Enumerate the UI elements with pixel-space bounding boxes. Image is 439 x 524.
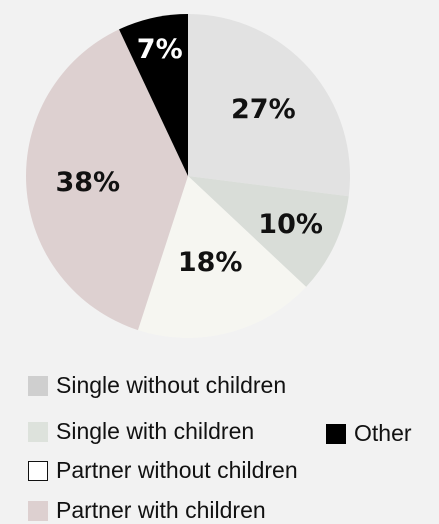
legend-swatch — [326, 423, 346, 444]
pie-slice-single-without-children — [188, 14, 350, 197]
legend-label: Partner without children — [56, 457, 298, 483]
legend-label: Other — [354, 420, 412, 446]
pie-slice-partner-without-children — [137, 176, 307, 338]
pie-slice-other — [119, 14, 188, 176]
legend-label: Single with children — [56, 418, 255, 444]
pie-chart: 27% 10% 18% 38% 7% — [25, 14, 350, 338]
legend-swatch — [28, 500, 48, 521]
legend-item-partner-without-children: Partner without children — [28, 457, 298, 484]
slice-label-other: 7% — [137, 34, 183, 65]
legend-swatch — [28, 375, 48, 396]
legend-item-single-with-children: Single with children — [28, 418, 254, 445]
legend-item-other: Other — [326, 420, 412, 447]
slice-label-partner-with-children: 38% — [55, 167, 120, 198]
legend-label: Partner with children — [56, 497, 266, 523]
legend-swatch — [28, 460, 48, 481]
slice-label-single-with-children: 10% — [258, 209, 323, 240]
legend-item-partner-with-children: Partner with children — [28, 497, 266, 524]
pie-slice-partner-with-children — [25, 29, 189, 331]
slice-label-partner-without-children: 18% — [178, 247, 243, 278]
legend-label: Single without children — [56, 372, 287, 398]
legend-item-single-without-children: Single without children — [28, 372, 286, 399]
pie-slice-single-with-children — [188, 176, 349, 287]
pie-chart-svg: 27% 10% 18% 38% 7% — [25, 14, 350, 338]
slice-label-single-without-children: 27% — [231, 94, 296, 125]
legend-swatch — [28, 421, 48, 442]
